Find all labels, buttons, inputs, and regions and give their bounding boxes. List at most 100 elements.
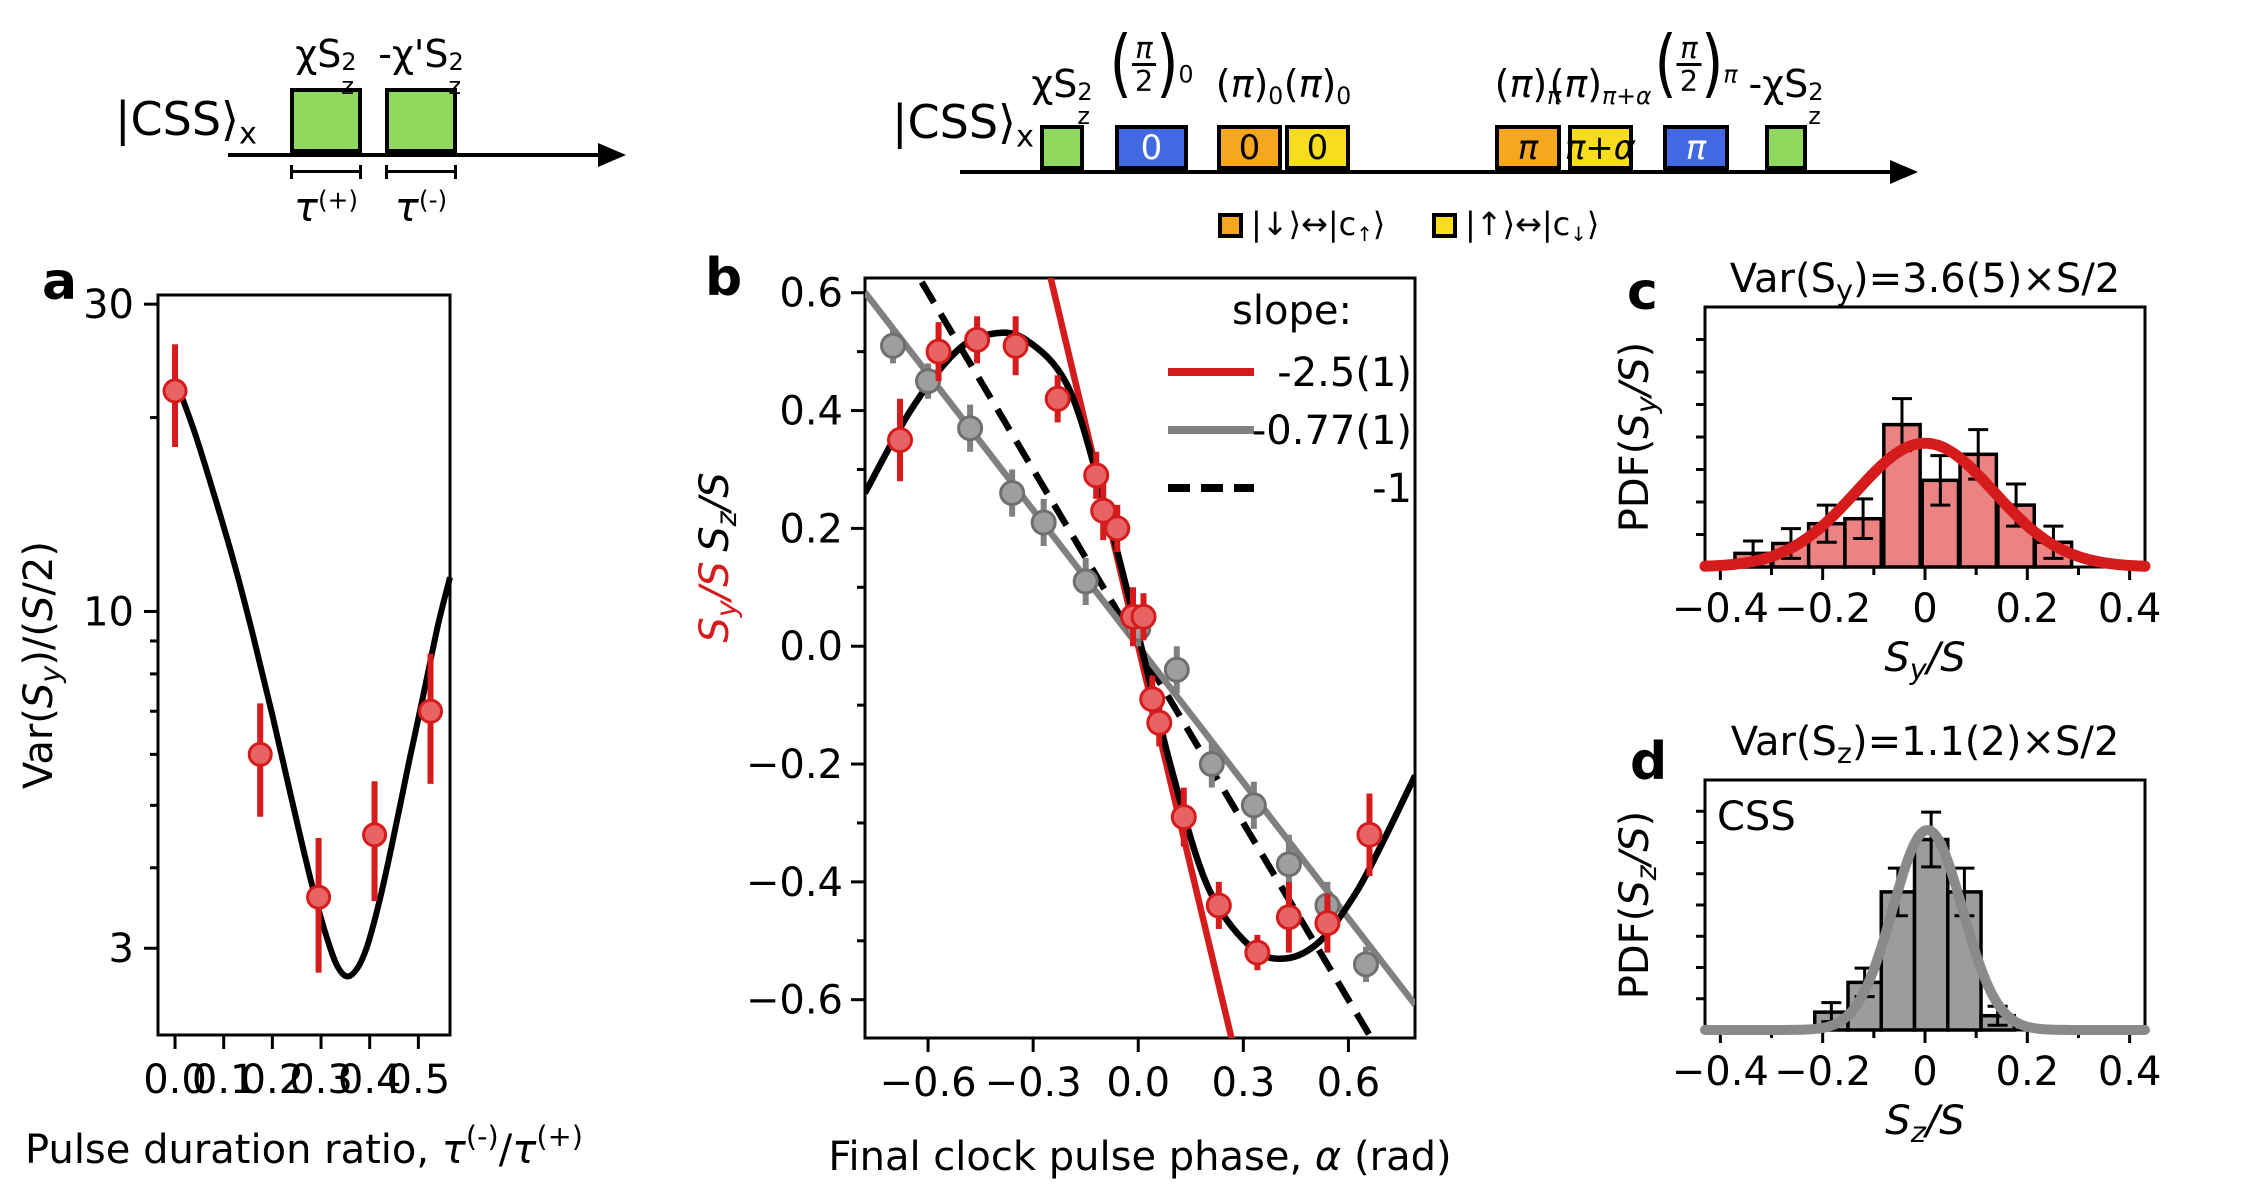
data-point xyxy=(1030,509,1057,536)
pulse-label: -χ'S 2 z xyxy=(378,32,464,100)
svg-text:−0.4: −0.4 xyxy=(746,860,843,906)
data-point xyxy=(1104,515,1131,542)
pulse-box-green xyxy=(1765,125,1807,170)
svg-text:0.0: 0.0 xyxy=(143,1057,207,1103)
css-annotation: CSS xyxy=(1717,794,1796,840)
panel-label-b: b xyxy=(705,248,743,308)
data-point xyxy=(162,378,188,404)
legend-entry-label: -2.5(1) xyxy=(1277,350,1412,396)
panel-c-axes: −0.4 −0.2 0 0.2 0.4 Var(Sy)=3.6(5)×S/2 Sy/S PDF… xyxy=(1612,256,2161,686)
svg-text:0.0: 0.0 xyxy=(1106,1060,1170,1106)
svg-text:−0.4: −0.4 xyxy=(1672,1049,1769,1095)
pulse-label: (π 2)π xyxy=(1654,21,1738,108)
svg-text:−0.2: −0.2 xyxy=(746,742,843,788)
svg-text:0.5: 0.5 xyxy=(387,1057,451,1103)
svg-text:3: 3 xyxy=(109,926,134,972)
svg-text:0.0: 0.0 xyxy=(779,624,843,670)
timeline xyxy=(960,170,1912,174)
pulse-sequence-right: |CSS⟩x χS 2 z 0(π 2)0 0 (π)0 0 (π)0 π (π)π π+α (π)π+α… xyxy=(780,25,1980,275)
timeline xyxy=(228,153,620,157)
series-sy xyxy=(887,316,1383,971)
svg-text:Sy/S: Sy/S xyxy=(1884,635,1965,686)
data-point xyxy=(1205,892,1232,919)
pulse-box-orange: 0 xyxy=(1217,125,1282,170)
svg-text:−0.6: −0.6 xyxy=(746,978,843,1024)
data-point xyxy=(1275,904,1302,931)
panel-a-chart: 0.00.10.20.30.40.5 3 10 30 Pulse duration ra… xyxy=(16,282,583,1173)
svg-text:0.2: 0.2 xyxy=(1996,1049,2060,1095)
pulse-label: (π 2)0 xyxy=(1109,21,1194,108)
data-point xyxy=(1072,568,1099,595)
svg-text:0.2: 0.2 xyxy=(779,506,843,552)
pulse-sequence-left: |CSS⟩x χS 2 z τ(+) -χ'S 2 z τ(-) xyxy=(100,25,660,250)
pulse-label: (π)π+α xyxy=(1549,62,1652,111)
series-sz xyxy=(880,328,1379,983)
data-point xyxy=(1244,939,1271,966)
svg-text:Var(Sz)=1.1(2)×S/2: Var(Sz)=1.1(2)×S/2 xyxy=(1731,719,2120,770)
data-point xyxy=(1090,497,1117,524)
pulse-box-yellow: π+α xyxy=(1565,125,1636,170)
pulse-label: χS 2 z xyxy=(295,32,357,100)
orange-swatch xyxy=(1218,212,1243,238)
svg-text:Final clock pulse phase, α (ra: Final clock pulse phase, α (rad) xyxy=(828,1134,1451,1180)
transition-label: |↓⟩↔|c↑⟩ xyxy=(1251,205,1386,246)
data-point xyxy=(1275,851,1302,878)
svg-text:0: 0 xyxy=(1912,1049,1937,1095)
svg-text:Sz/S: Sz/S xyxy=(1885,1098,1964,1149)
pulse-label: (π)π xyxy=(1494,62,1562,111)
data-point xyxy=(1356,821,1383,848)
data-point xyxy=(1240,792,1267,819)
arrowhead-icon xyxy=(598,143,626,167)
arrowhead-icon xyxy=(1890,160,1918,184)
state-label: |CSS⟩x xyxy=(892,95,1034,155)
data-point xyxy=(957,415,984,442)
legend-entry-label: -0.77(1) xyxy=(1252,408,1412,454)
data-point xyxy=(880,332,907,359)
svg-text:0.4: 0.4 xyxy=(2098,586,2162,632)
data-point xyxy=(887,427,914,454)
tau-label: τ(-) xyxy=(394,185,448,231)
panel-label-c: c xyxy=(1627,262,1658,322)
transition-legend-item: |↑⟩↔|c↓⟩ xyxy=(1432,205,1599,246)
panel-d-gaussian-curve xyxy=(1700,824,2150,1035)
svg-text:0.4: 0.4 xyxy=(338,1057,402,1103)
panel-c-gaussian-curve xyxy=(1699,437,2151,572)
svg-text:0.6: 0.6 xyxy=(779,271,843,317)
svg-text:−0.4: −0.4 xyxy=(1672,586,1769,632)
data-point xyxy=(418,698,444,724)
yellow-swatch xyxy=(1432,212,1457,238)
panel-a-fit-curve xyxy=(172,377,453,980)
svg-text:slope:: slope: xyxy=(1232,288,1352,334)
duration-bracket xyxy=(290,165,362,179)
svg-text:−0.2: −0.2 xyxy=(1774,586,1871,632)
data-point xyxy=(247,741,273,767)
pulse-box-green xyxy=(1040,125,1084,170)
transition-legend-item: |↓⟩↔|c↑⟩ xyxy=(1218,205,1385,246)
svg-text:PDF(Sz/S): PDF(Sz/S) xyxy=(1612,811,1663,1000)
pulse-box-blue: π xyxy=(1663,125,1729,170)
panel-label-a: a xyxy=(42,252,78,312)
data-point xyxy=(1139,686,1166,713)
data-point xyxy=(306,884,332,910)
data-point xyxy=(1146,709,1173,736)
data-point xyxy=(999,480,1026,507)
duration-bracket xyxy=(385,165,457,179)
panel-d-axes: −0.4 −0.2 0 0.2 0.4 Var(Sz)=1.1(2)×S/2 Sz/S PDF… xyxy=(1612,719,2161,1149)
data-point xyxy=(362,822,388,848)
svg-text:30: 30 xyxy=(83,282,134,328)
svg-text:10: 10 xyxy=(83,589,134,635)
data-point xyxy=(1352,951,1379,978)
svg-text:0.4: 0.4 xyxy=(2098,1049,2162,1095)
pulse-label: (π)0 xyxy=(1283,62,1352,111)
svg-text:0.6: 0.6 xyxy=(1317,1060,1381,1106)
svg-text:−0.6: −0.6 xyxy=(879,1060,976,1106)
panel-b-content xyxy=(865,278,1415,1038)
svg-text:PDF(Sy/S): PDF(Sy/S) xyxy=(1612,342,1663,532)
data-point xyxy=(1002,332,1029,359)
panel-b-axes: −0.6 −0.3 0.0 0.3 0.6−0.6−0.4−0.20.00.20.40.… xyxy=(692,271,1452,1180)
svg-text:0.3: 0.3 xyxy=(1212,1060,1276,1106)
data-point xyxy=(1083,462,1110,489)
panel-b-legend: slope: -2.5(1) -0.77(1) -1 xyxy=(1168,288,1412,512)
pulse-box-orange: π xyxy=(1495,125,1561,170)
